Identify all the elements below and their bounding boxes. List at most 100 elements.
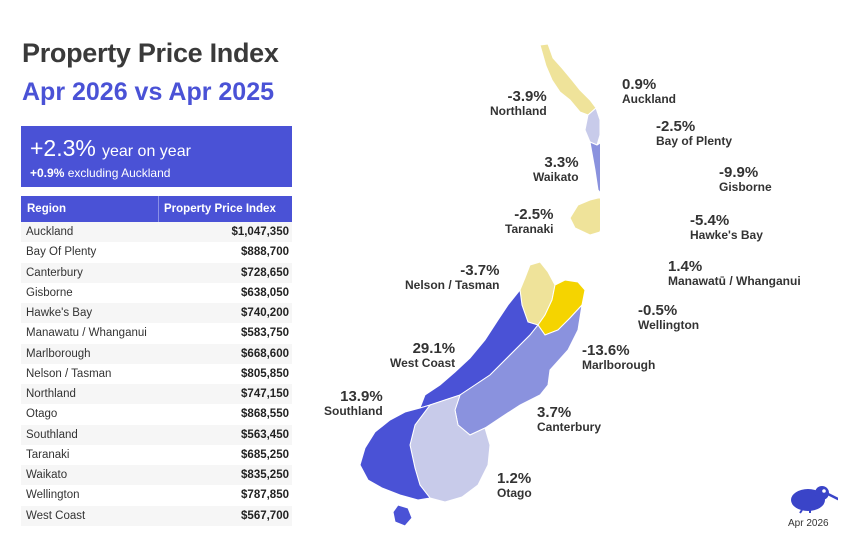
map-label-percent: 3.7% [537,404,572,421]
kpi-sub-value: +0.9% [30,166,65,180]
map-label-taranaki: -2.5% Taranaki [505,206,553,236]
row-region: Marlborough [26,347,91,360]
column-header-index[interactable]: Property Price Index [164,203,276,215]
table-body: Auckland $1,047,350 Bay Of Plenty $888,700 C… [21,222,292,526]
row-region: Southland [26,428,78,441]
table-row[interactable]: Southland $563,450 [21,424,292,445]
table-row[interactable]: Canterbury $728,650 [21,262,292,283]
table-row[interactable]: Northland $747,150 [21,384,292,405]
kpi-card: +2.3% year on year +0.9% excluding Auckl… [21,126,292,187]
map-label-southland: 13.9% Southland [324,388,383,418]
map-label-region: Otago [497,486,532,500]
map-label-percent: -13.6% [582,342,630,359]
map-label-region: West Coast [390,356,456,370]
row-value: $685,250 [241,448,289,461]
row-value: $668,600 [241,347,289,360]
row-region: Manawatu / Whanganui [26,327,147,340]
table-row[interactable]: Nelson / Tasman $805,850 [21,364,292,384]
row-region: Otago [26,408,58,421]
table-row[interactable]: Gisborne $638,050 [21,283,292,303]
nz-map [359,43,600,527]
map-label-manawatu: 1.4% Manawatū / Whanganui [668,258,801,288]
map-label-percent: -2.5% [514,206,554,223]
kpi-main: +2.3% year on year [30,135,191,162]
table-row[interactable]: Wellington $787,850 [21,485,292,505]
map-label-hawkes-bay: -5.4% Hawke's Bay [690,212,763,242]
map-label-percent: -0.5% [638,302,678,319]
map-label-region: Auckland [622,92,677,106]
table-row[interactable]: Waikato $835,250 [21,465,292,486]
table-row[interactable]: Bay Of Plenty $888,700 [21,242,292,262]
map-label-region: Marlborough [582,358,656,372]
kpi-main-value: +2.3% [30,135,96,161]
region-table: Region Property Price Index Auckland $1,0… [21,196,292,526]
map-label-percent: 3.3% [544,154,579,171]
kpi-sub: +0.9% excluding Auckland [30,166,170,180]
row-region: Auckland [26,226,74,238]
map-label-region: Wellington [638,318,700,332]
map-label-region: Canterbury [537,420,602,434]
table-row[interactable]: Taranaki $685,250 [21,445,292,465]
row-value: $805,850 [241,367,289,380]
kpi-main-text: year on year [101,143,191,160]
map-label-region: Gisborne [719,180,772,194]
region-southland[interactable] [359,404,432,501]
row-value: $1,047,350 [231,226,289,238]
table-row[interactable]: Marlborough $668,600 [21,343,292,364]
map-label-region: Waikato [533,170,579,184]
map-label-west-coast: 29.1% West Coast [390,340,455,370]
row-value: $835,250 [241,469,289,481]
map-label-otago: 1.2% Otago [497,470,532,500]
map-label-region: Hawke's Bay [690,228,763,242]
map-label-nelson: -3.7% Nelson / Tasman [405,262,499,292]
table-row[interactable]: Auckland $1,047,350 [21,222,292,243]
map-label-percent: 0.9% [622,76,657,93]
row-value: $563,450 [241,428,289,441]
map-label-gisborne: -9.9% Gisborne [719,164,772,194]
row-region: Hawke's Bay [26,307,93,319]
map-label-percent: 13.9% [340,388,383,405]
region-waikato[interactable] [589,138,600,198]
map-label-percent: -9.9% [719,164,759,181]
map-label-bay-of-plenty: -2.5% Bay of Plenty [656,118,732,148]
row-region: Nelson / Tasman [26,367,112,380]
table-row[interactable]: Manawatu / Whanganui $583,750 [21,323,292,343]
row-value: $728,650 [241,266,289,279]
region-northland[interactable] [539,43,597,116]
row-value: $567,700 [241,509,289,522]
table-row[interactable]: Otago $868,550 [21,404,292,424]
table-row[interactable]: West Coast $567,700 [21,505,292,526]
map-label-region: Northland [490,104,547,118]
map-label-auckland: 0.9% Auckland [622,76,676,106]
row-value: $787,850 [241,489,289,502]
map-label-percent: 1.4% [668,258,703,275]
map-label-marlborough: -13.6% Marlborough [582,342,655,372]
row-value: $747,150 [241,388,289,400]
map-label-percent: 29.1% [412,340,456,357]
page-title: Property Price Index [22,38,279,68]
map-label-canterbury: 3.7% Canterbury [537,404,601,434]
table-row[interactable]: Hawke's Bay $740,200 [21,303,292,324]
row-value: $638,050 [241,286,289,299]
region-taranaki[interactable] [569,197,600,236]
row-region: Taranaki [26,448,70,461]
kpi-sub-text: excluding Auckland [67,166,171,180]
map-label-percent: -3.9% [507,88,547,105]
row-region: Northland [26,388,76,400]
map-label-region: Southland [324,404,383,418]
region-stewart-island[interactable] [392,504,413,527]
column-header-region[interactable]: Region [21,196,159,222]
table-header: Region Property Price Index [21,196,292,222]
map-label-region: Bay of Plenty [656,134,733,148]
map-label-percent: 1.2% [497,470,532,487]
row-value: $583,750 [241,327,289,340]
row-region: Bay Of Plenty [26,246,97,259]
map-label-region: Manawatū / Whanganui [668,274,801,288]
row-region: Canterbury [26,266,83,279]
region-auckland[interactable] [584,107,600,146]
region-canterbury[interactable] [454,303,583,436]
map-label-percent: -3.7% [460,262,500,279]
row-value: $888,700 [241,246,289,259]
map-label-percent: -5.4% [690,212,730,229]
map-label-region: Taranaki [505,222,554,236]
